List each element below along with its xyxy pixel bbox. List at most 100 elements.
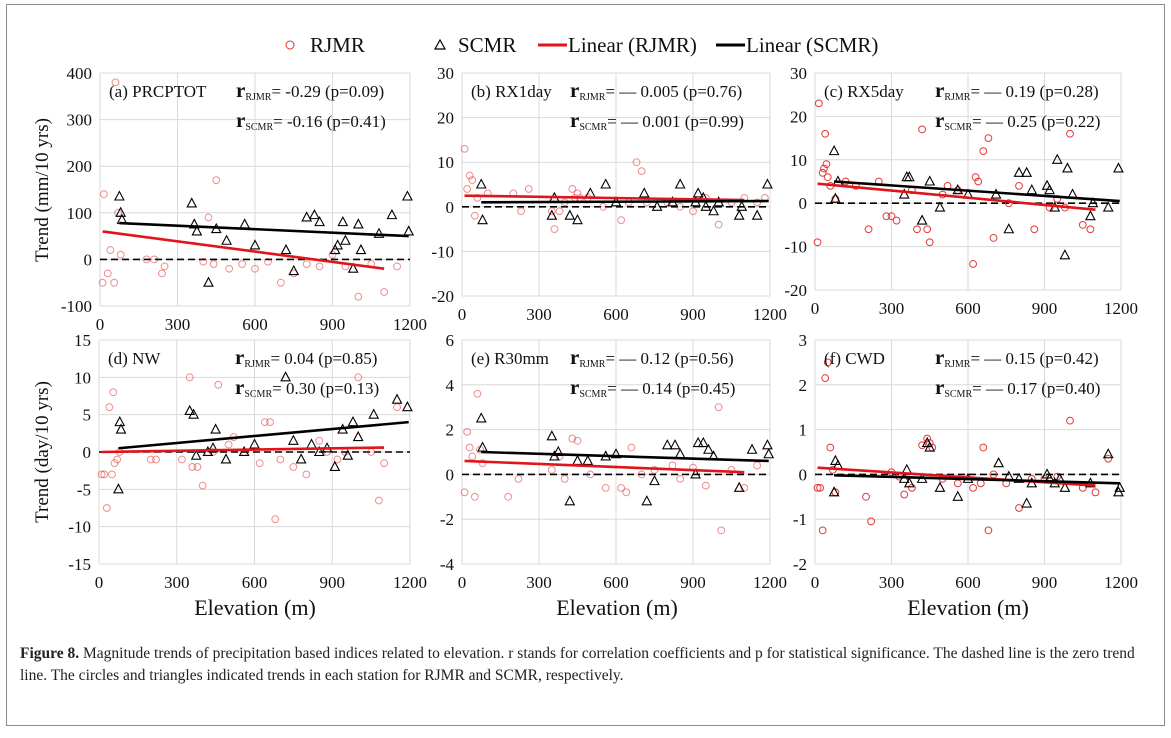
x-tick-label: 600 xyxy=(242,315,268,334)
x-tick-label: 600 xyxy=(603,573,629,592)
rjmr-point xyxy=(813,238,822,247)
scmr-point xyxy=(924,441,936,452)
rjmr-point xyxy=(271,515,280,524)
scmr-point xyxy=(934,201,946,212)
rjmr-point xyxy=(714,403,723,412)
scmr-point xyxy=(288,264,300,276)
x-tick-label: 1200 xyxy=(753,305,787,324)
rjmr-point xyxy=(913,225,921,234)
scmr-point xyxy=(762,439,773,450)
scmr-point xyxy=(993,457,1005,468)
y-tick-label: 0 xyxy=(799,194,808,213)
rjmr-point xyxy=(821,129,830,138)
rjmr-point xyxy=(98,278,107,287)
x-tick-label: 300 xyxy=(879,573,905,592)
scmr-point xyxy=(641,495,653,506)
rjmr-point xyxy=(753,461,762,470)
y-axis-label-bottom: Trend (day/10 yrs) xyxy=(32,381,53,523)
rjmr-point xyxy=(882,212,891,221)
scmr-point xyxy=(306,438,317,449)
scmr-trend-line xyxy=(834,473,1120,485)
legend-label: RJMR xyxy=(310,33,365,57)
y-tick-label: -2 xyxy=(440,510,454,529)
scmr-point xyxy=(184,404,196,415)
scmr-point xyxy=(572,454,583,466)
x-tick-label: 900 xyxy=(320,573,346,592)
y-tick-label: 30 xyxy=(790,64,807,83)
legend-label: Linear (RJMR) xyxy=(568,33,697,57)
rjmr-point xyxy=(260,418,269,427)
rjmr-point xyxy=(198,481,207,490)
chart-panel: -4 -2 0 2 4 6 0 300 600 900 1200 (e) R30mm rRJMR= — … xyxy=(440,331,787,592)
y-tick-label: -1 xyxy=(793,510,807,529)
rjmr-point xyxy=(668,461,677,470)
rjmr-point xyxy=(255,459,264,468)
scmr-point xyxy=(582,454,594,466)
scmr-point xyxy=(337,215,349,227)
rjmr-point xyxy=(478,459,487,468)
rjmr-point xyxy=(212,176,221,185)
rjmr-point xyxy=(393,262,401,271)
x-tick-label: 1200 xyxy=(1104,573,1138,592)
rjmr-point xyxy=(524,185,533,193)
scmr-point xyxy=(692,187,704,198)
rjmr-point xyxy=(214,380,223,389)
rjmr-point xyxy=(463,185,472,193)
rjmr-point xyxy=(908,483,916,492)
rjmr-point xyxy=(555,207,564,216)
x-tick-label: 300 xyxy=(526,573,552,592)
rjmr-point xyxy=(822,160,831,169)
rjmr-point xyxy=(152,455,160,464)
legend-marker-scmr xyxy=(433,38,447,50)
y-tick-label: -5 xyxy=(77,480,91,499)
y-tick-label: -20 xyxy=(431,287,454,306)
rjmr-point xyxy=(113,455,122,464)
x-tick-label: 900 xyxy=(1032,573,1058,592)
scmr-point xyxy=(368,408,380,419)
x-tick-label: 600 xyxy=(242,573,268,592)
x-tick-label: 1200 xyxy=(393,573,427,592)
scmr-point xyxy=(828,486,840,497)
scmr-point xyxy=(221,234,232,245)
scmr-point xyxy=(1041,179,1053,190)
rjmr-point xyxy=(1015,504,1023,512)
scmr-point xyxy=(661,439,673,450)
scmr-point xyxy=(564,495,576,506)
rjmr-point xyxy=(974,177,983,186)
rjmr-point xyxy=(925,238,934,247)
x-tick-label: 300 xyxy=(526,305,552,324)
panel-title: (c) RX5day xyxy=(824,82,904,101)
y-tick-label: 5 xyxy=(83,406,92,425)
rjmr-point xyxy=(1104,454,1113,463)
rjmr-point xyxy=(717,526,726,535)
correlation-annotation: rSCMR= — 0.14 (p=0.45) xyxy=(570,375,735,400)
x-tick-label: 1200 xyxy=(1104,299,1138,318)
y-tick-label: -2 xyxy=(793,555,807,574)
rjmr-point xyxy=(160,262,169,271)
scmr-point xyxy=(1114,481,1126,492)
scmr-point xyxy=(249,239,261,250)
scmr-point xyxy=(391,393,403,404)
scmr-point xyxy=(347,415,359,427)
scmr-point xyxy=(191,225,203,236)
scmr-point xyxy=(186,197,198,208)
rjmr-point xyxy=(632,158,641,167)
x-axis-label-right: Elevation (m) xyxy=(907,595,1029,620)
rjmr-point xyxy=(276,278,285,287)
rjmr-point xyxy=(178,455,186,464)
correlation-annotation: rSCMR= — 0.001 (p=0.99) xyxy=(570,108,744,133)
rjmr-point xyxy=(1066,416,1074,425)
rjmr-point xyxy=(106,246,115,254)
rjmr-point xyxy=(185,373,194,382)
rjmr-point xyxy=(887,212,896,221)
x-tick-label: 900 xyxy=(1032,299,1058,318)
rjmr-point xyxy=(150,255,159,264)
rjmr-point xyxy=(109,388,118,397)
scmr-point xyxy=(475,178,487,189)
scmr-point xyxy=(903,170,915,182)
y-tick-label: -20 xyxy=(784,281,807,300)
rjmr-point xyxy=(188,463,197,471)
panel-title: (d) NW xyxy=(108,349,161,368)
